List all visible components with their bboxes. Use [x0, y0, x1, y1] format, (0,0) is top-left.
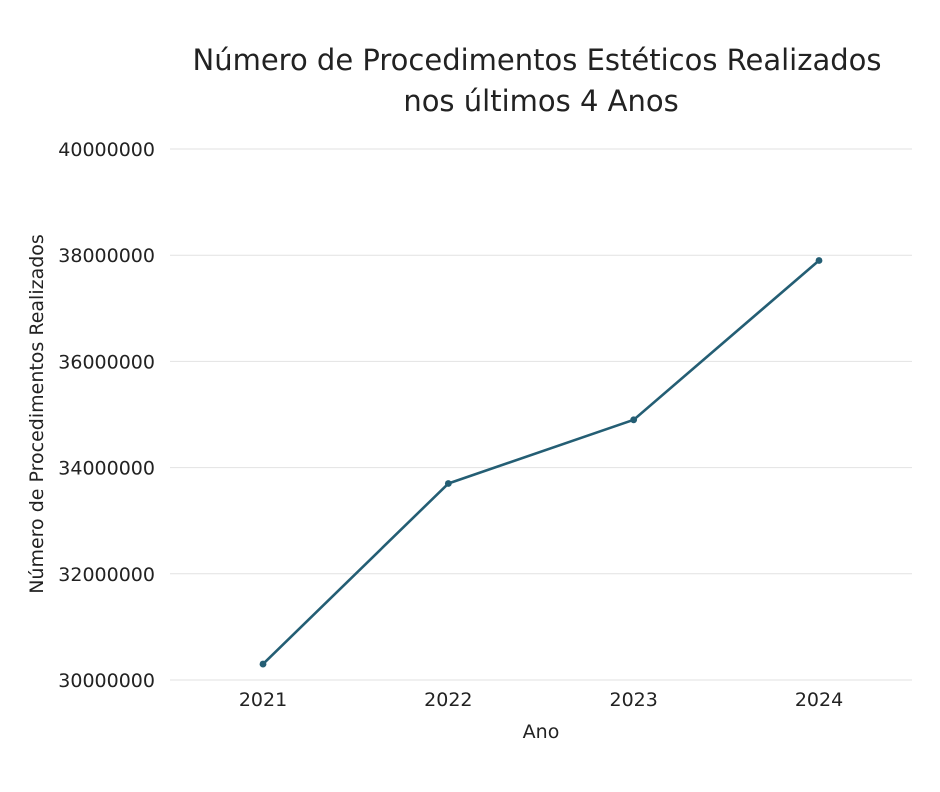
x-axis-title: Ano — [523, 721, 560, 743]
y-tick-label: 32000000 — [58, 564, 155, 586]
series-line — [261, 259, 821, 666]
y-tick-label: 34000000 — [58, 458, 155, 480]
data-point-2023[interactable] — [630, 416, 638, 424]
x-tick-label: 2023 — [609, 689, 657, 711]
x-tick-label: 2022 — [424, 689, 472, 711]
data-point-2021[interactable] — [259, 660, 267, 668]
y-tick-label: 36000000 — [58, 351, 155, 373]
y-axis-ticks: 30000000 32000000 34000000 36000000 38000000… — [58, 139, 155, 692]
chart-title-line-2: nos últimos 4 Anos — [403, 84, 678, 118]
chart-title-line-1: Número de Procedimentos Estéticos Realiz… — [193, 43, 882, 77]
data-point-2022[interactable] — [444, 480, 452, 487]
x-axis-ticks: 2021 2022 2023 2024 — [239, 689, 843, 711]
x-tick-label: 2021 — [239, 689, 287, 711]
data-point-2024[interactable] — [815, 257, 823, 264]
gridlines — [170, 148, 912, 681]
x-tick-label: 2024 — [795, 689, 843, 711]
y-tick-label: 40000000 — [58, 139, 155, 161]
y-tick-label: 30000000 — [58, 670, 155, 692]
series-layer — [259, 257, 823, 668]
y-axis-title: Número de Procedimentos Realizados — [26, 234, 48, 594]
y-tick-label: 38000000 — [58, 245, 155, 267]
